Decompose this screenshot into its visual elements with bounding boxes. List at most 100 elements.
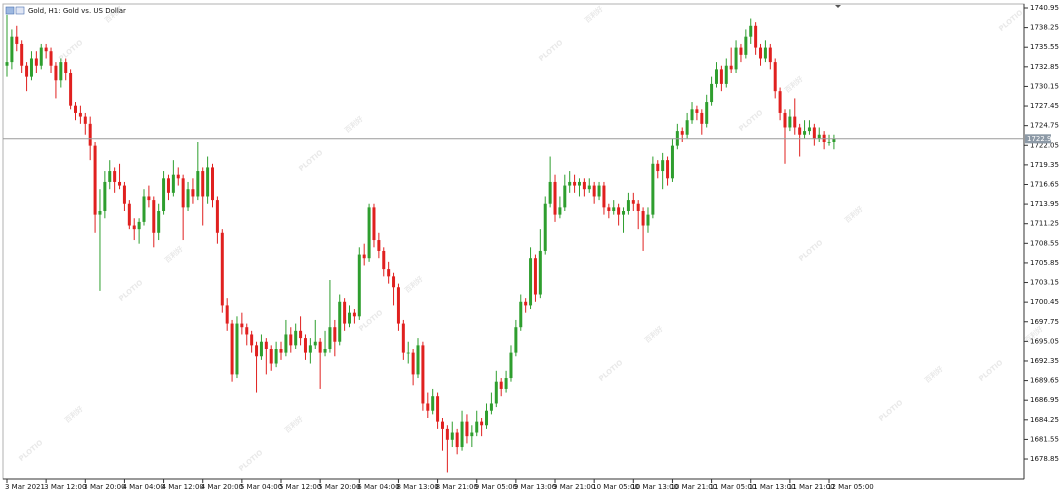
candle-body bbox=[744, 36, 748, 55]
x-tick-label: 5 Mar 20:00 bbox=[318, 483, 360, 491]
candle-body bbox=[318, 341, 322, 353]
candle-body bbox=[357, 254, 361, 317]
candle-body bbox=[401, 323, 405, 353]
candle-body bbox=[626, 200, 630, 211]
candle-body bbox=[465, 421, 469, 437]
candle-body bbox=[83, 116, 87, 124]
candle-body bbox=[695, 109, 699, 113]
y-tick-label: 1738.25 bbox=[1030, 24, 1059, 32]
x-tick-label: 12 Mar 05:00 bbox=[827, 483, 874, 491]
icon-box bbox=[5, 6, 15, 15]
candle-body bbox=[387, 269, 391, 277]
candle-body bbox=[817, 134, 821, 139]
candle-body bbox=[215, 200, 219, 233]
candle-body bbox=[587, 185, 591, 190]
y-tick-label: 1695.05 bbox=[1030, 337, 1059, 345]
candle-body bbox=[39, 47, 43, 66]
candle-body bbox=[499, 381, 503, 389]
x-tick-label: 11 Mar 21:00 bbox=[788, 483, 835, 491]
candle-body bbox=[113, 171, 117, 182]
shift-marker bbox=[835, 5, 841, 8]
candle-body bbox=[225, 305, 229, 324]
x-tick-label: 10 Mar 05:00 bbox=[592, 483, 639, 491]
candle-body bbox=[132, 225, 136, 230]
candle-body bbox=[519, 301, 523, 328]
y-tick-label: 1740.95 bbox=[1030, 4, 1059, 12]
candle-body bbox=[29, 58, 33, 77]
candle-body bbox=[445, 428, 449, 440]
candle-body bbox=[431, 396, 435, 411]
x-tick-label: 9 Mar 05:00 bbox=[475, 483, 517, 491]
candle-body bbox=[279, 348, 283, 353]
candle-body bbox=[607, 207, 611, 211]
candle-body bbox=[250, 334, 254, 346]
candle-body bbox=[563, 185, 567, 208]
x-tick-label: 11 Mar 05:00 bbox=[710, 483, 757, 491]
candle-body bbox=[201, 171, 205, 197]
candle-body bbox=[220, 232, 224, 306]
candle-body bbox=[127, 203, 131, 226]
last-price-box bbox=[1025, 134, 1051, 144]
candle-body bbox=[147, 196, 151, 201]
candle-body bbox=[739, 47, 743, 55]
candle-body bbox=[470, 432, 474, 437]
candle-body bbox=[533, 258, 537, 295]
candle-body bbox=[382, 250, 386, 270]
candle-body bbox=[10, 36, 14, 63]
x-tick-label: 3 Mar 2021 bbox=[5, 483, 45, 491]
candle-body bbox=[773, 62, 777, 92]
candle-body bbox=[98, 210, 102, 215]
candle-body bbox=[724, 65, 728, 84]
candle-body bbox=[426, 403, 430, 411]
candle-body bbox=[759, 47, 763, 59]
candle-body bbox=[308, 345, 312, 353]
candle-body bbox=[788, 116, 792, 128]
candle-body bbox=[763, 47, 767, 59]
candle-body bbox=[59, 62, 63, 81]
candle-body bbox=[670, 145, 674, 179]
candle-body bbox=[421, 345, 425, 404]
candle-body bbox=[411, 352, 415, 375]
y-tick-label: 1697.75 bbox=[1030, 318, 1059, 326]
candle-body bbox=[162, 178, 166, 211]
candle-body bbox=[480, 421, 484, 426]
candle-body bbox=[259, 341, 263, 357]
candle-body bbox=[34, 58, 38, 66]
candle-body bbox=[710, 83, 714, 103]
candle-body bbox=[230, 323, 234, 375]
candle-body bbox=[152, 200, 156, 233]
candle-body bbox=[646, 214, 650, 226]
y-tick-label: 1684.25 bbox=[1030, 416, 1059, 424]
candle-body bbox=[793, 116, 797, 128]
y-tick-label: 1708.55 bbox=[1030, 239, 1059, 247]
candle-body bbox=[622, 210, 626, 215]
candle-body bbox=[20, 43, 24, 66]
candle-body bbox=[245, 327, 249, 335]
last-price-label: 1722.94 bbox=[1027, 135, 1056, 143]
candle-body bbox=[103, 181, 107, 211]
candle-body bbox=[284, 334, 288, 353]
candle-body bbox=[377, 240, 381, 251]
candle-body bbox=[714, 69, 718, 84]
candle-body bbox=[166, 178, 170, 193]
candle-body bbox=[651, 163, 655, 215]
candle-body bbox=[269, 348, 273, 364]
y-tick-label: 1727.45 bbox=[1030, 102, 1059, 110]
y-tick-label: 1735.55 bbox=[1030, 43, 1059, 51]
candle-body bbox=[768, 47, 772, 63]
candle-body bbox=[264, 341, 268, 349]
candle-body bbox=[543, 203, 547, 251]
candle-body bbox=[299, 330, 303, 339]
y-tick-label: 1689.65 bbox=[1030, 377, 1059, 385]
candle-body bbox=[460, 421, 464, 448]
candle-body bbox=[803, 131, 807, 135]
candle-body bbox=[832, 138, 836, 142]
candle-body bbox=[313, 341, 317, 346]
candle-body bbox=[778, 91, 782, 113]
candle-body bbox=[303, 338, 307, 353]
candle-body bbox=[78, 112, 82, 117]
x-tick-label: 5 Mar 04:00 bbox=[240, 483, 282, 491]
candle-body bbox=[323, 348, 327, 353]
candle-body bbox=[705, 102, 709, 124]
x-tick-label: 9 Mar 13:00 bbox=[514, 483, 556, 491]
